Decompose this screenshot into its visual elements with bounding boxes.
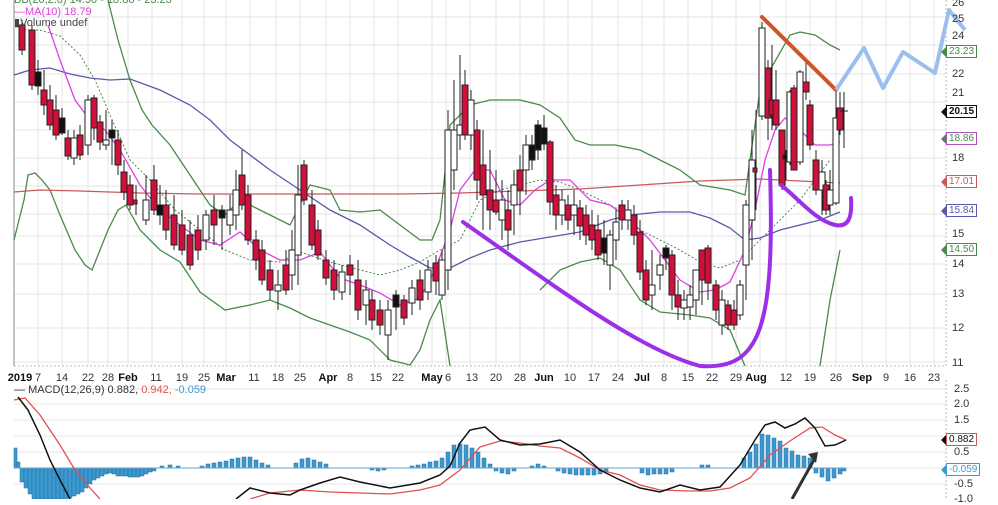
x-tick: 22 bbox=[705, 372, 719, 384]
tick: 14 bbox=[952, 258, 965, 270]
tick: -0.5 bbox=[954, 478, 973, 490]
annotation-purple-cup bbox=[461, 168, 773, 369]
legend-volume: ▮Volume undef bbox=[14, 17, 88, 29]
tag-bb-upper: 23.23 bbox=[940, 45, 978, 58]
x-tick: 14 bbox=[55, 372, 69, 384]
tick: 26 bbox=[952, 0, 965, 9]
annotation-blue-projection bbox=[834, 8, 967, 92]
legend-bb: BB(20,2.0) 14.50 - 18.86 - 23.23 bbox=[14, 0, 172, 6]
x-tick: Sep bbox=[851, 372, 873, 384]
x-tick: 16 bbox=[903, 372, 917, 384]
x-tick: Aug bbox=[745, 372, 767, 384]
tick: 13 bbox=[952, 288, 965, 300]
tick: 0.5 bbox=[954, 446, 970, 458]
x-tick: May bbox=[421, 372, 443, 384]
annotation-orange-trendline bbox=[760, 15, 838, 92]
x-tick: Feb bbox=[118, 372, 138, 384]
x-tick: 10 bbox=[563, 372, 577, 384]
tag-macd: 0.882 bbox=[940, 433, 978, 446]
tick: 2.0 bbox=[954, 398, 970, 410]
tag-last-price: 20.15 bbox=[940, 105, 978, 118]
tick: 21 bbox=[952, 87, 965, 99]
x-tick: 8 bbox=[660, 372, 668, 384]
x-tick: 12 bbox=[779, 372, 793, 384]
macd-legend: — MACD(12,26,9) 0.882, 0.942, -0.059 bbox=[14, 384, 207, 396]
x-tick: 8 bbox=[346, 372, 354, 384]
x-tick: 24 bbox=[611, 372, 625, 384]
x-tick: Jul bbox=[634, 372, 650, 384]
x-tick: 25 bbox=[293, 372, 307, 384]
candles bbox=[18, 20, 848, 360]
bb-middle-line bbox=[20, 29, 831, 276]
x-tick: 7 bbox=[34, 372, 42, 384]
annotation-purple-small-cup bbox=[779, 183, 854, 228]
x-tick: 13 bbox=[465, 372, 479, 384]
tick: 18 bbox=[952, 152, 965, 164]
tag-bb-mid: 18.86 bbox=[940, 132, 978, 145]
macd-line bbox=[17, 396, 847, 499]
x-tick: 19 bbox=[803, 372, 817, 384]
x-tick: 18 bbox=[271, 372, 285, 384]
x-tick: 20 bbox=[489, 372, 503, 384]
ma50-line bbox=[13, 67, 841, 269]
bb-lower-line bbox=[13, 172, 841, 367]
tick: -1.0 bbox=[954, 493, 973, 505]
x-tick: 9 bbox=[882, 372, 890, 384]
x-tick: 2019 bbox=[7, 372, 33, 384]
volume-icon: ▮ bbox=[14, 17, 21, 29]
tick: 25 bbox=[952, 13, 965, 25]
x-tick: Mar bbox=[216, 372, 236, 384]
tick: 12 bbox=[952, 322, 965, 334]
x-tick: 15 bbox=[369, 372, 383, 384]
tag-ma200: 17.01 bbox=[940, 175, 978, 188]
x-tick: 22 bbox=[81, 372, 95, 384]
tick: 1.5 bbox=[954, 414, 970, 426]
macd-line-swatch: — bbox=[14, 384, 25, 396]
x-tick: Apr bbox=[318, 372, 338, 384]
tick: 22 bbox=[952, 68, 965, 80]
macd-histogram bbox=[13, 433, 847, 499]
x-tick: 15 bbox=[681, 372, 695, 384]
x-tick: 22 bbox=[391, 372, 405, 384]
tick: 15 bbox=[952, 228, 965, 240]
x-tick: 11 bbox=[150, 372, 162, 384]
tag-macd-hist: -0.059 bbox=[940, 463, 981, 476]
tick: 24 bbox=[952, 30, 965, 42]
x-tick: Jun bbox=[534, 372, 554, 384]
x-tick: 6 bbox=[444, 372, 452, 384]
x-tick: 28 bbox=[101, 372, 115, 384]
ma200-line bbox=[13, 178, 841, 195]
x-tick: 23 bbox=[927, 372, 941, 384]
tick: 2.5 bbox=[954, 383, 970, 395]
x-tick: 29 bbox=[729, 372, 743, 384]
signal-line bbox=[13, 397, 847, 499]
x-tick: 19 bbox=[175, 372, 189, 384]
tag-bb-lower: 14.50 bbox=[940, 243, 978, 256]
legend-ma10: —MA(10) 18.79 bbox=[14, 6, 92, 18]
x-tick: 26 bbox=[829, 372, 843, 384]
annotation-gray-arrow bbox=[790, 457, 817, 499]
tick: 11 bbox=[952, 357, 964, 369]
x-tick: 11 bbox=[248, 372, 260, 384]
x-tick: 28 bbox=[513, 372, 527, 384]
x-tick: 17 bbox=[587, 372, 601, 384]
tag-ma50: 15.84 bbox=[940, 204, 978, 217]
x-tick: 25 bbox=[197, 372, 211, 384]
